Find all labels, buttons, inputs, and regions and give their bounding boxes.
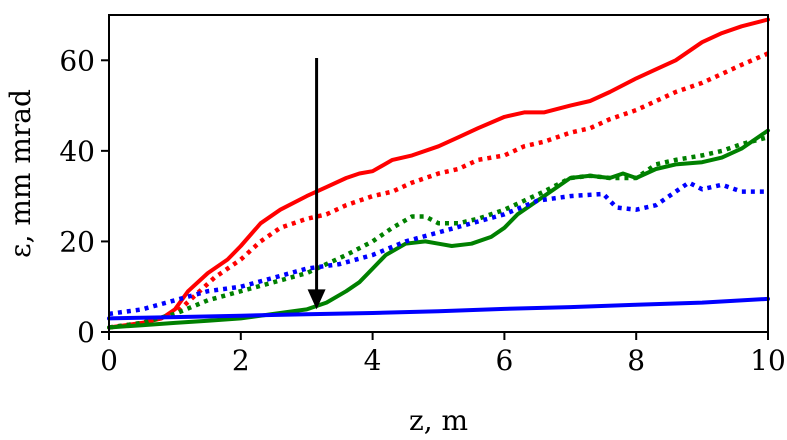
x-tick-label: 4 <box>364 344 382 377</box>
y-tick-label: 40 <box>59 135 95 168</box>
series-layer <box>107 17 770 330</box>
plot-frame <box>108 14 769 333</box>
series-line-1 <box>107 17 770 330</box>
y-tick-label: 20 <box>59 225 95 258</box>
y-axis-label: ε, mm mrad <box>4 89 37 258</box>
annotation-arrow-head <box>307 289 326 310</box>
series-line-2 <box>108 51 769 330</box>
y-tick-label: 60 <box>59 44 95 77</box>
tick-layer: 0 2 4 6 8 10 0 20 40 60 <box>59 44 785 377</box>
x-tick-label: 6 <box>495 344 513 377</box>
annotation-layer <box>307 58 326 310</box>
x-axis-label: z, m <box>409 404 468 437</box>
x-tick-label: 0 <box>100 344 118 377</box>
series-line-6 <box>108 180 768 317</box>
x-tick-label: 10 <box>750 344 786 377</box>
x-tick-label: 2 <box>232 344 250 377</box>
series-line-5 <box>107 296 770 321</box>
x-tick-label: 8 <box>627 344 645 377</box>
series-line-3 <box>107 128 770 330</box>
y-tick-label: 0 <box>77 316 95 349</box>
